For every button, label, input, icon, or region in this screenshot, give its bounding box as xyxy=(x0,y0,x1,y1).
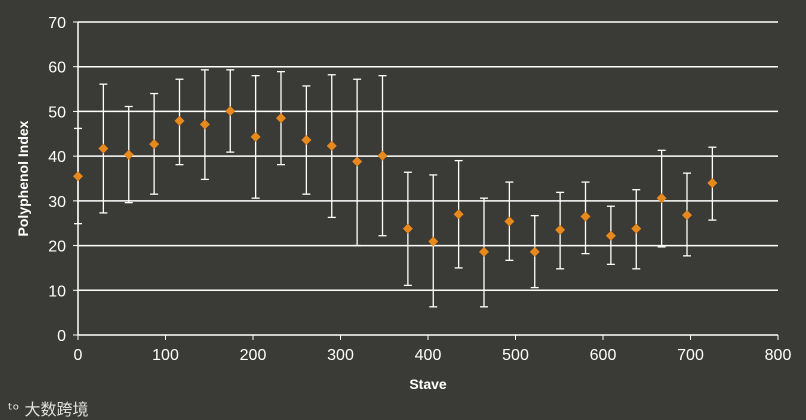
grid-lines xyxy=(78,21,778,292)
data-point xyxy=(276,113,286,124)
x-tick-label: 300 xyxy=(327,347,354,364)
data-point xyxy=(402,223,413,234)
data-point xyxy=(479,246,489,257)
data-point xyxy=(73,171,83,182)
x-tick-label: 400 xyxy=(415,347,442,364)
y-tick-label: 50 xyxy=(48,104,66,121)
data-point xyxy=(250,131,261,142)
data-point xyxy=(504,216,515,227)
data-point xyxy=(352,156,363,167)
y-axis-title: Polyphenol Index xyxy=(15,120,31,236)
x-axis-title: Stave xyxy=(409,376,447,392)
data-point xyxy=(123,149,134,160)
data-point xyxy=(326,140,337,151)
x-tick-label: 600 xyxy=(590,347,617,364)
x-tick-label: 0 xyxy=(74,347,83,364)
y-tick-label: 30 xyxy=(48,194,66,211)
data-point xyxy=(529,246,540,257)
data-point xyxy=(199,119,210,130)
watermark-icon: ᵗᵒ xyxy=(8,400,20,419)
watermark-text: 大数跨境 xyxy=(24,400,89,419)
x-tick-label: 100 xyxy=(152,347,179,364)
data-point xyxy=(453,209,464,220)
y-tick-label: 10 xyxy=(48,283,66,300)
y-tick-label: 60 xyxy=(48,60,66,77)
axes xyxy=(73,21,779,340)
data-point xyxy=(656,193,667,204)
y-tick-label: 40 xyxy=(48,149,66,166)
x-tick-label: 800 xyxy=(765,347,792,364)
data-points xyxy=(73,105,718,257)
data-point xyxy=(98,143,109,154)
x-tick-label: 200 xyxy=(240,347,267,364)
data-point xyxy=(605,230,616,241)
data-point xyxy=(174,115,185,126)
y-tick-label: 70 xyxy=(48,15,66,32)
y-tick-label: 20 xyxy=(48,239,66,256)
data-point xyxy=(631,223,642,234)
x-tick-label: 500 xyxy=(502,347,529,364)
data-point xyxy=(225,105,236,116)
data-point xyxy=(682,210,692,221)
error-bars xyxy=(74,69,717,308)
data-point xyxy=(555,224,566,235)
data-point xyxy=(301,135,312,146)
watermark-logo: ᵗᵒ 大数跨境 xyxy=(8,396,88,420)
data-point xyxy=(377,150,388,161)
x-tick-label: 700 xyxy=(677,347,704,364)
data-point xyxy=(707,177,718,188)
y-tick-label: 0 xyxy=(57,328,66,345)
data-point xyxy=(580,211,591,222)
data-point xyxy=(149,139,160,150)
data-point xyxy=(428,236,439,247)
